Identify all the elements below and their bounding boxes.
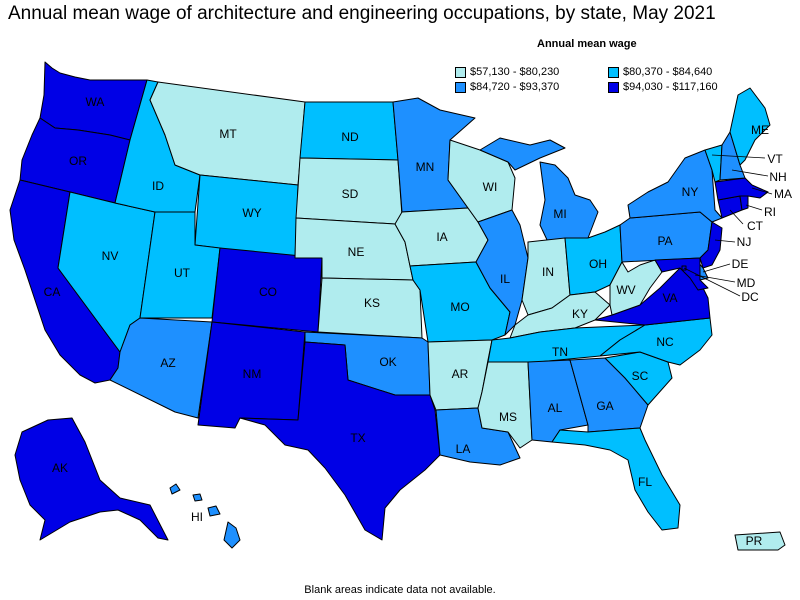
label-ga: GA [596, 399, 613, 413]
state-vt[interactable] [704, 144, 723, 183]
label-ok: OK [379, 355, 396, 369]
state-ny[interactable] [627, 149, 723, 223]
label-ma: MA [774, 187, 792, 201]
label-ms: MS [499, 410, 517, 424]
state-ks[interactable] [317, 277, 423, 339]
label-mt: MT [219, 127, 237, 141]
label-fl: FL [638, 475, 652, 489]
state-md[interactable] [654, 257, 709, 291]
label-la: LA [456, 442, 471, 456]
label-nh: NH [769, 170, 786, 184]
label-co: CO [259, 285, 277, 299]
leader-ma [751, 187, 773, 195]
label-dc: DC [741, 290, 759, 304]
label-pa: PA [657, 234, 672, 248]
state-mi[interactable] [539, 161, 599, 243]
leader-nh [731, 169, 769, 177]
label-ia: IA [436, 230, 447, 244]
label-mi: MI [553, 207, 566, 221]
label-wy: WY [242, 206, 261, 220]
leader-md [694, 274, 736, 283]
label-nv: NV [102, 249, 119, 263]
label-md: MD [737, 276, 756, 290]
label-al: AL [548, 401, 563, 415]
label-ak: AK [52, 461, 68, 475]
state-fl[interactable] [551, 427, 681, 531]
state-hi[interactable] [223, 521, 241, 549]
label-sd: SD [342, 187, 359, 201]
state-ak[interactable] [14, 417, 169, 541]
label-ne: NE [348, 245, 365, 259]
label-ca: CA [44, 285, 61, 299]
state-ri[interactable] [739, 195, 749, 211]
state-ma[interactable] [714, 177, 769, 201]
legend-swatch-4 [608, 81, 619, 93]
legend-swatch-1 [455, 66, 466, 78]
label-tx: TX [350, 431, 365, 445]
legend-label-2: $80,370 - $84,640 [623, 66, 713, 78]
label-wv: WV [616, 283, 635, 297]
leader-nj [714, 239, 736, 243]
state-mi-up[interactable] [479, 137, 566, 171]
state-pr[interactable] [734, 531, 786, 551]
state-nc[interactable] [599, 317, 713, 366]
label-nd: ND [341, 130, 359, 144]
label-il: IL [500, 272, 510, 286]
label-nc: NC [656, 335, 674, 349]
label-ar: AR [452, 367, 469, 381]
label-ut: UT [174, 266, 191, 280]
label-wi: WI [483, 180, 498, 194]
label-ny: NY [682, 185, 699, 199]
state-nj[interactable] [699, 221, 723, 269]
legend-label-3: $84,720 - $93,370 [470, 81, 560, 93]
label-vt: VT [767, 152, 783, 166]
leader-ct [729, 209, 744, 225]
state-tx[interactable] [239, 341, 441, 541]
leader-de [702, 263, 731, 273]
label-wa: WA [86, 95, 105, 109]
label-oh: OH [589, 257, 607, 271]
legend-item-3: $84,720 - $93,370 [455, 80, 559, 94]
label-va: VA [662, 291, 677, 305]
label-tn: TN [552, 345, 568, 359]
label-ks: KS [364, 296, 380, 310]
label-mo: MO [450, 300, 469, 314]
legend-label-4: $94,030 - $117,160 [623, 81, 718, 93]
label-ky: KY [572, 307, 588, 321]
label-pr: PR [746, 534, 763, 548]
footnote: Blank areas indicate data not available. [304, 584, 496, 596]
label-ri: RI [764, 205, 776, 219]
legend-item-1: $57,130 - $80,230 [455, 65, 559, 79]
map-title: Annual mean wage of architecture and eng… [8, 3, 716, 24]
state-hi-islands[interactable] [169, 483, 221, 517]
label-hi: HI [191, 510, 203, 524]
label-nj: NJ [737, 235, 752, 249]
label-mn: MN [416, 160, 435, 174]
legend-swatch-3 [455, 81, 466, 93]
leader-vt [711, 154, 766, 159]
legend-item-4: $94,030 - $117,160 [608, 80, 718, 94]
label-in: IN [542, 265, 554, 279]
leader-dc [683, 267, 741, 297]
label-ct: CT [747, 219, 764, 233]
label-az: AZ [160, 356, 175, 370]
legend-swatch-2 [608, 66, 619, 78]
label-or: OR [69, 154, 87, 168]
label-de: DE [732, 257, 749, 271]
legend-label-1: $57,130 - $80,230 [470, 66, 560, 78]
state-me[interactable] [729, 87, 771, 166]
label-id: ID [152, 179, 164, 193]
state-il[interactable] [475, 209, 529, 336]
label-nm: NM [243, 367, 262, 381]
legend-item-2: $80,370 - $84,640 [608, 65, 712, 79]
leader-ri [745, 204, 763, 211]
label-me: ME [751, 123, 769, 137]
legend-title: Annual mean wage [537, 38, 637, 50]
label-sc: SC [632, 369, 649, 383]
state-labels: WA OR CA NV ID MT WY UT AZ CO NM ND SD N… [44, 95, 792, 548]
